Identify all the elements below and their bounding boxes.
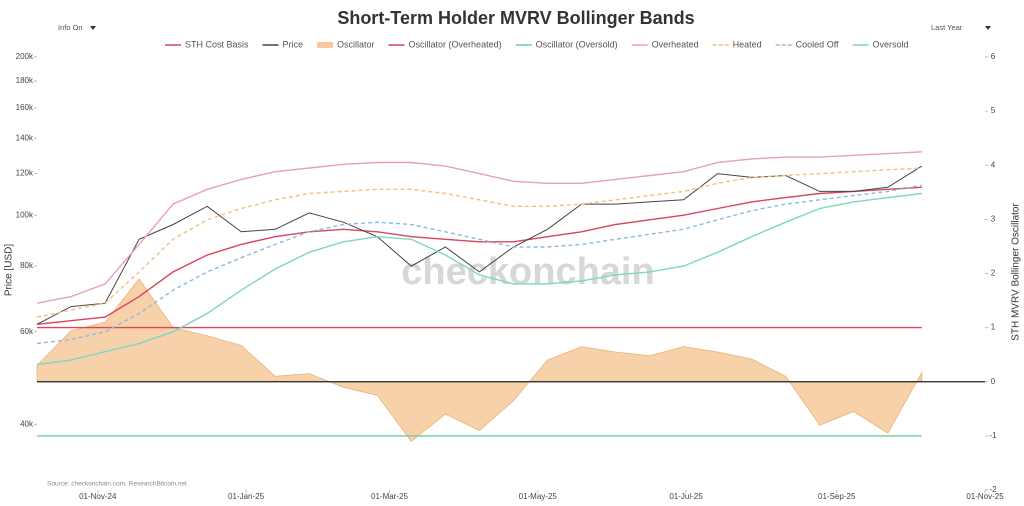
legend-label: Price — [283, 39, 304, 49]
y2-tick-label: 4 — [991, 160, 996, 169]
y2-tick-label: 2 — [991, 269, 996, 278]
y2-tick-label: 3 — [991, 214, 996, 223]
source-note: Source: checkonchain.com, ResearchBitcoi… — [47, 481, 187, 488]
y-tick-label: 80k — [20, 261, 34, 270]
y-tick-label: 40k — [20, 419, 34, 428]
legend-label: Oscillator (Overheated) — [409, 39, 502, 49]
series-line — [36, 151, 922, 304]
series-line — [36, 186, 922, 325]
y2-tick-label: -2 — [989, 485, 997, 494]
legend-item[interactable]: Oversold — [852, 39, 909, 49]
y2-tick-label: 1 — [991, 323, 996, 332]
y-tick-label: 200k — [16, 52, 34, 61]
legend-item[interactable]: STH Cost Basis — [165, 39, 249, 49]
dropdown-label[interactable]: Last Year — [931, 23, 963, 32]
y-tick-label: 180k — [16, 76, 34, 85]
legend-item[interactable]: Heated — [712, 39, 762, 49]
series-line — [36, 167, 922, 318]
y2-axis-label: STH MVRV Bollinger Oscillator — [1011, 203, 1022, 341]
y2-tick-label: 5 — [991, 106, 996, 115]
legend-item[interactable]: Overheated — [631, 39, 699, 49]
y-tick-label: 140k — [16, 134, 34, 143]
y2-tick-label: 0 — [991, 377, 996, 386]
x-tick-label: 01-May-25 — [519, 492, 558, 501]
range-dropdown[interactable]: Last Year — [931, 23, 991, 32]
y-tick-label: 160k — [16, 103, 34, 112]
x-tick-label: 01-Nov-24 — [79, 492, 117, 501]
dropdown-arrow[interactable] — [985, 26, 991, 30]
legend-label: Oversold — [873, 39, 909, 49]
oscillator-area — [36, 278, 923, 442]
legend-item[interactable]: Oscillator (Overheated) — [388, 39, 502, 49]
x-tick-label: 01-Jul-25 — [669, 492, 703, 501]
legend-label: STH Cost Basis — [185, 39, 249, 49]
legend-swatch — [317, 42, 334, 48]
y2-tick-label: -1 — [989, 431, 997, 440]
chart-title: Short-Term Holder MVRV Bollinger Bands — [337, 8, 694, 28]
dropdown-label[interactable]: Info On — [58, 23, 83, 32]
y-axis-label: Price [USD] — [4, 244, 15, 296]
legend-label: Heated — [733, 39, 762, 49]
legend-item[interactable]: Oscillator — [317, 39, 375, 49]
legend-label: Overheated — [652, 39, 699, 49]
y-tick-label: 120k — [16, 169, 34, 178]
x-tick-label: 01-Jan-25 — [228, 492, 265, 501]
legend-item[interactable]: Price — [262, 39, 304, 49]
series-line — [36, 165, 923, 325]
x-tick-label: 01-Mar-25 — [371, 492, 408, 501]
y-tick-label: 60k — [20, 327, 34, 336]
dropdown-arrow[interactable] — [90, 26, 96, 30]
y-tick-label: 100k — [16, 210, 34, 219]
legend-label: Oscillator — [337, 39, 375, 49]
info-dropdown[interactable]: Info On — [58, 23, 96, 32]
x-tick-label: 01-Sep-25 — [818, 492, 856, 501]
series-line — [36, 192, 922, 366]
legend-item[interactable]: Cooled Off — [775, 39, 839, 49]
series-line — [36, 184, 922, 345]
legend-label: Cooled Off — [796, 39, 839, 49]
watermark: checkonchain — [401, 251, 654, 293]
legend-item[interactable]: Oscillator (Oversold) — [515, 39, 618, 49]
y2-tick-label: 6 — [991, 52, 996, 61]
x-tick-label: 01-Nov-25 — [966, 492, 1004, 501]
legend-label: Oscillator (Oversold) — [536, 39, 618, 49]
